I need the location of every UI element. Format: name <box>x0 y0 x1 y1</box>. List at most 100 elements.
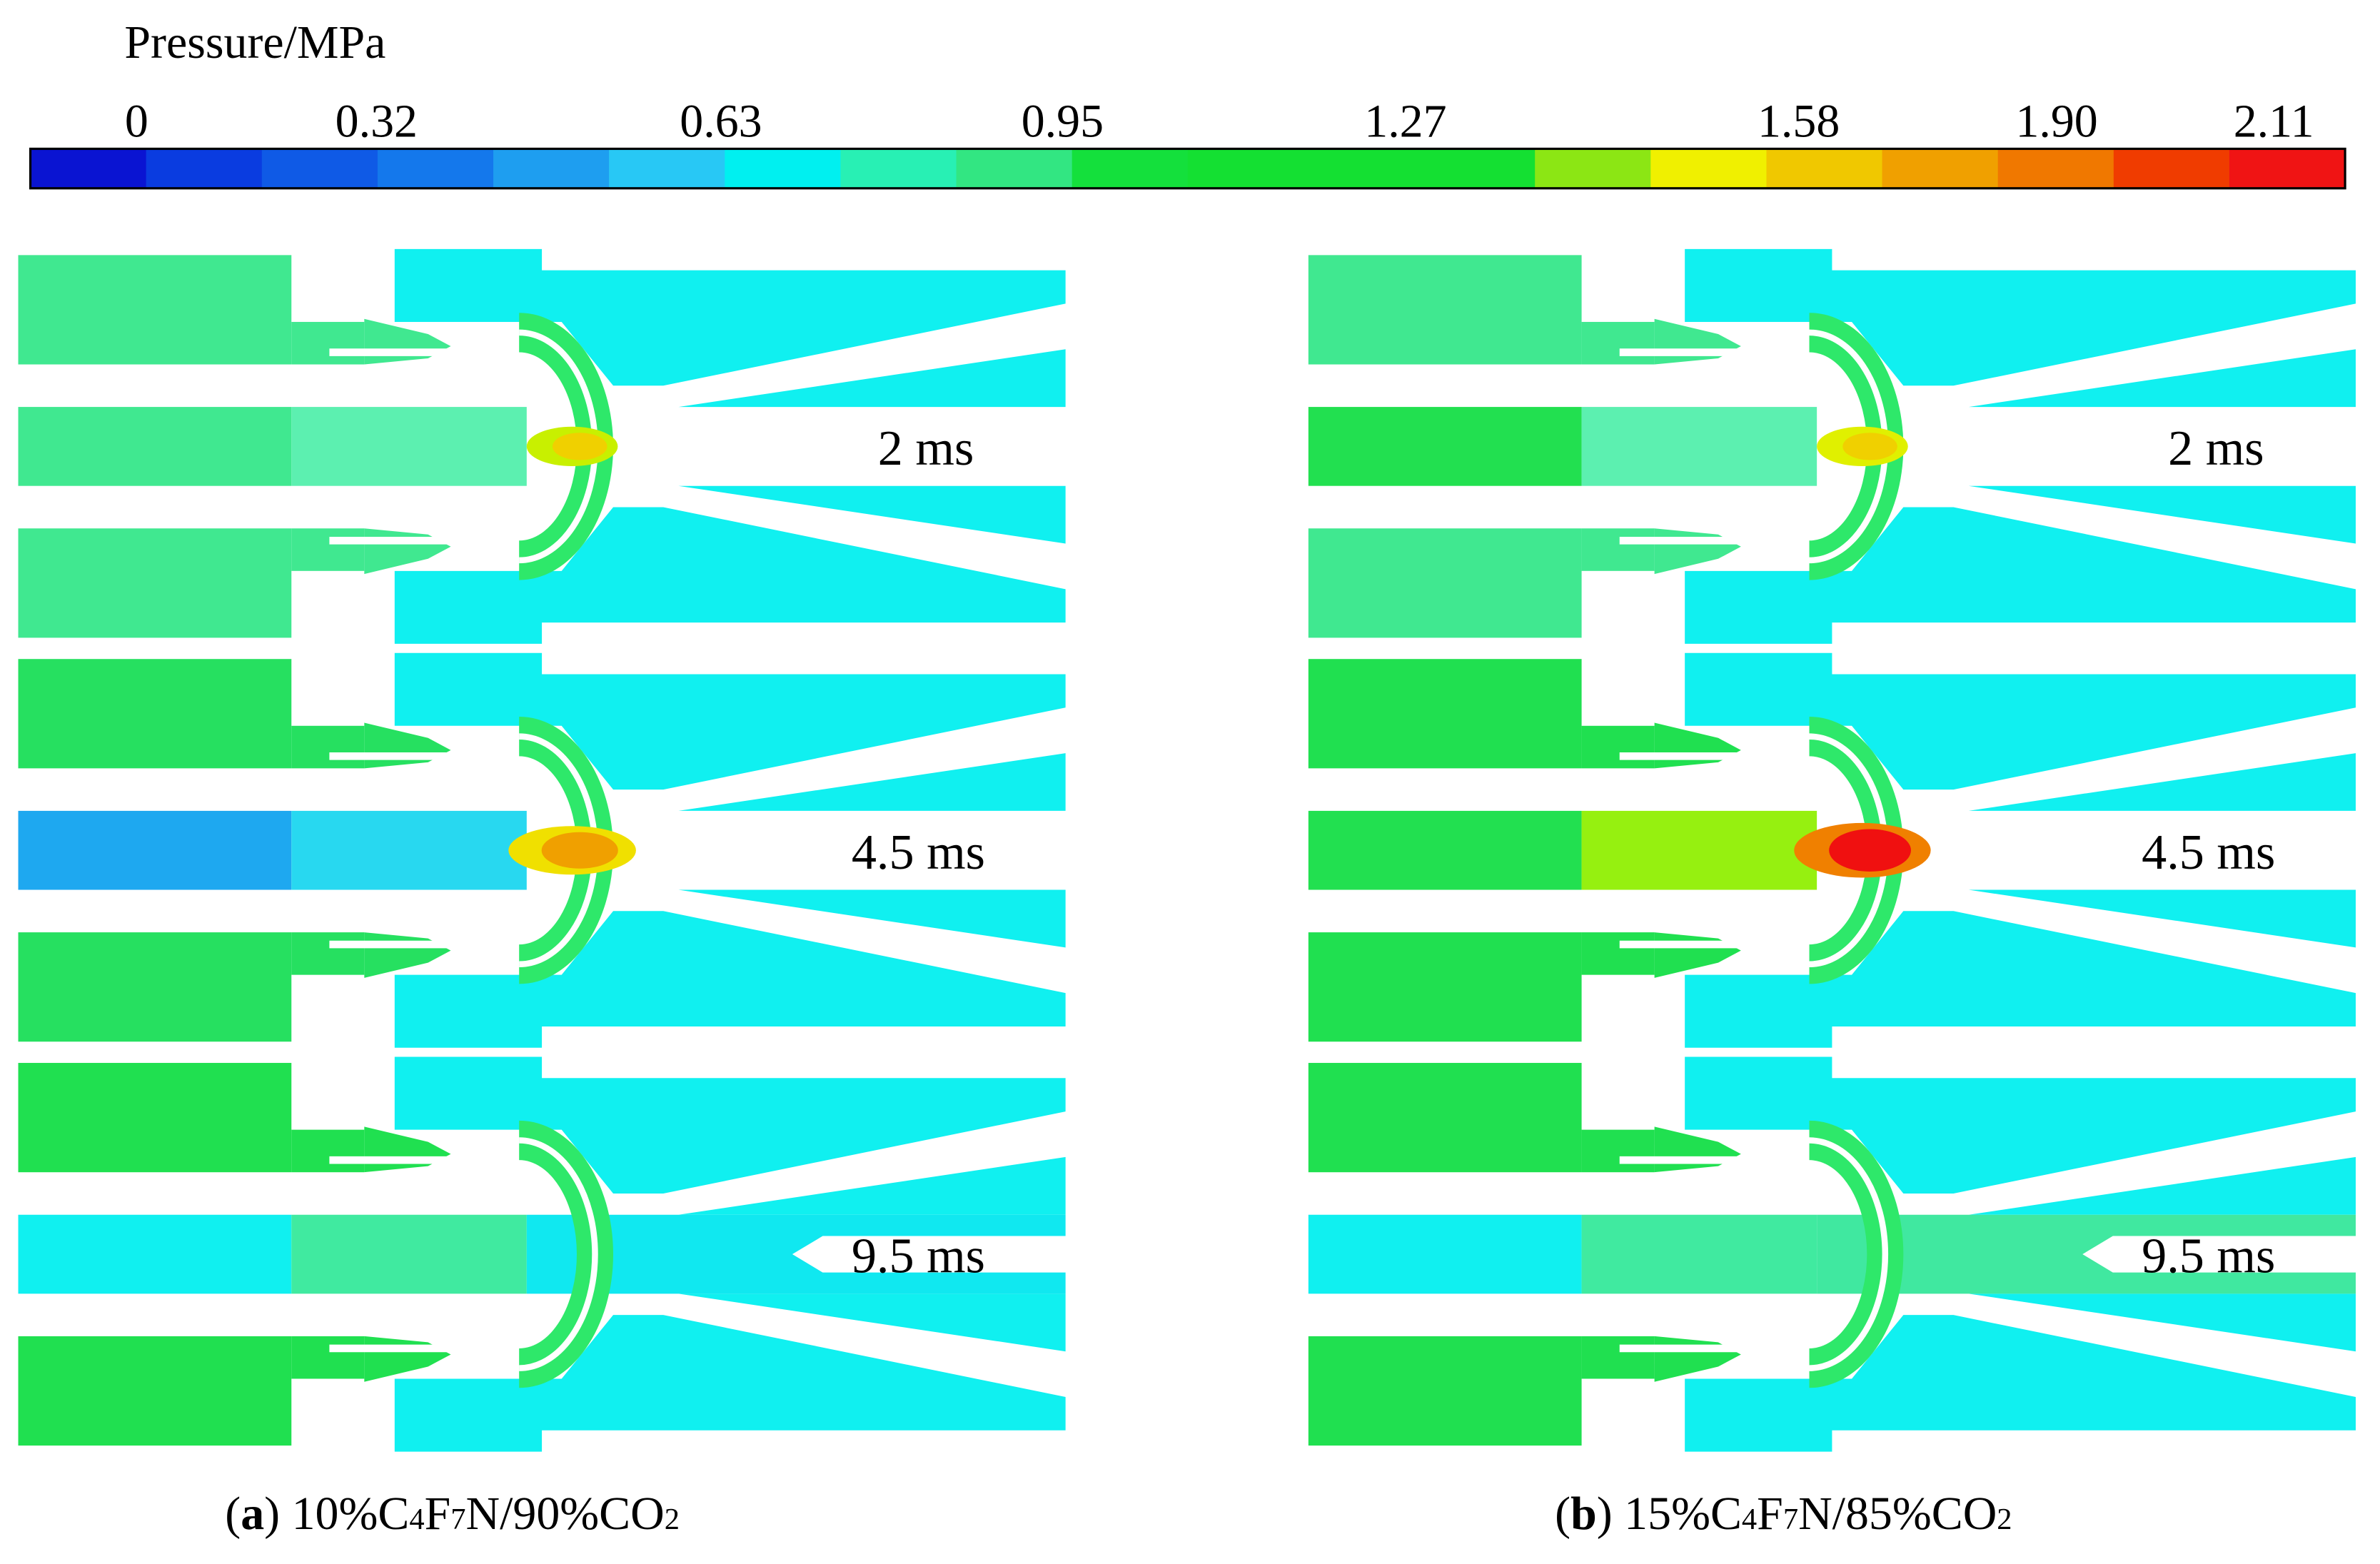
colorbar-segment <box>1535 148 1652 188</box>
rod-right <box>291 1214 527 1294</box>
colorbar-segment <box>1650 148 1768 188</box>
time-label: 9.5 ms <box>2142 1229 2275 1284</box>
channel-flow <box>526 1214 1066 1294</box>
nozzle-wedge <box>1968 485 2356 544</box>
tank-step <box>291 725 365 769</box>
rod-right <box>1581 810 1817 890</box>
caption-part: 2 <box>665 1503 680 1536</box>
time-label: 2 ms <box>878 420 974 476</box>
rod-left <box>1308 810 1582 890</box>
tank-step <box>1581 932 1655 975</box>
channel-flow <box>1817 1214 2356 1294</box>
finger <box>329 485 523 545</box>
tank-step <box>1581 1129 1655 1173</box>
tank-block <box>18 255 292 365</box>
arrow-contact <box>1654 528 1741 575</box>
tank-block <box>1308 255 1582 365</box>
caption-part: 4 <box>1742 1503 1757 1536</box>
caption-part: b <box>1570 1488 1597 1540</box>
rod-left <box>1308 407 1582 486</box>
nozzle-wedge <box>1968 753 2356 811</box>
colorbar-segment <box>2229 148 2346 188</box>
nozzle-wedge <box>678 349 1066 408</box>
colorbar-tick-label: 2.11 <box>2234 95 2314 147</box>
rod-left <box>18 1214 292 1294</box>
caption-part: N/85%CO <box>1798 1488 1997 1540</box>
caption-part: 2 <box>1997 1503 2012 1536</box>
caption-part: ( <box>225 1488 241 1540</box>
finger <box>329 1293 523 1353</box>
nozzle-wedge <box>1968 1293 2356 1352</box>
finger <box>329 1156 523 1215</box>
tank-step <box>1581 528 1655 571</box>
panel-half <box>18 652 1066 811</box>
tank-step <box>1581 321 1655 365</box>
finger <box>329 752 523 811</box>
arrow-contact <box>364 1336 451 1382</box>
colorbar-tick-label: 0.95 <box>1022 95 1104 147</box>
nozzle-wedge <box>678 753 1066 811</box>
arrow-contact <box>1654 722 1741 769</box>
nozzle-wedge <box>1968 1156 2356 1215</box>
panel-half <box>18 248 1066 408</box>
panel-half <box>18 485 1066 644</box>
time-label: 4.5 ms <box>2142 824 2275 880</box>
colorbar-title: Pressure/MPa <box>124 16 385 69</box>
nozzle-wall <box>1685 1315 2356 1452</box>
time-label: 4.5 ms <box>852 824 985 880</box>
panel-half <box>1308 248 2356 408</box>
tank-step <box>291 321 365 365</box>
rod-left <box>18 810 292 890</box>
nozzle-wall <box>394 911 1066 1048</box>
finger <box>1619 348 1813 408</box>
contact-gap <box>519 329 598 564</box>
colorbar-segment <box>956 148 1073 188</box>
panel-half <box>1308 889 2356 1048</box>
arrow-contact <box>364 722 451 769</box>
arrow-contact <box>1654 1126 1741 1173</box>
arrow-contact <box>364 318 451 365</box>
tank-block <box>1308 1063 1582 1173</box>
finger <box>1619 889 1813 949</box>
tank-step <box>1581 725 1655 769</box>
moving-contact <box>519 313 614 580</box>
nozzle-wall <box>1685 1056 2356 1194</box>
colorbar-tick-label: 1.58 <box>1758 95 1840 147</box>
nozzle-wall <box>1685 248 2356 386</box>
tank-step <box>1581 1336 1655 1379</box>
colorbar-segment <box>30 148 147 188</box>
colorbar-tick-label: 0 <box>125 95 148 147</box>
finger <box>329 348 523 408</box>
tank-block <box>1308 1336 1582 1446</box>
colorbar-frame <box>29 147 2346 190</box>
tank-block <box>18 1063 292 1173</box>
tank-step <box>291 1336 365 1379</box>
nozzle-wedge <box>1968 349 2356 408</box>
tank-step <box>291 528 365 571</box>
arrow-contact <box>364 528 451 575</box>
arrow-contact <box>1654 932 1741 978</box>
contour-panel: 2 ms <box>18 248 1066 644</box>
colorbar-tick-label: 0.63 <box>680 95 762 147</box>
nozzle-wedge <box>678 1293 1066 1352</box>
caption-part: a <box>241 1488 264 1540</box>
tank-step <box>291 1129 365 1173</box>
nozzle-wall <box>394 652 1066 790</box>
caption-part: ) 15%C <box>1597 1488 1742 1540</box>
nozzle-wall <box>394 1056 1066 1194</box>
caption-part: 4 <box>409 1503 424 1536</box>
arrow-contact <box>1654 1336 1741 1382</box>
rod-left <box>1308 1214 1582 1294</box>
panel-half <box>18 889 1066 1048</box>
panel-half <box>1308 652 2356 811</box>
finger <box>1619 752 1813 811</box>
time-label: 9.5 ms <box>852 1229 985 1284</box>
colorbar-tick-label: 0.32 <box>336 95 418 147</box>
panel-half <box>18 1293 1066 1452</box>
arrow-contact <box>364 1126 451 1173</box>
hot-core <box>1829 829 1911 872</box>
colorbar-segment <box>493 148 610 188</box>
caption-a: (a) 10%C4F7N/90%CO2 <box>225 1488 680 1540</box>
rod-right <box>1581 1214 1817 1294</box>
